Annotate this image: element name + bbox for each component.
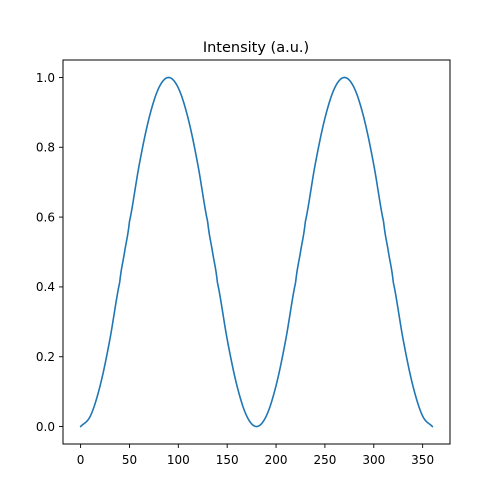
- y-tick-label: 0.2: [36, 350, 55, 364]
- plot-layer: [79, 76, 434, 428]
- x-tick-label: 50: [122, 453, 137, 467]
- y-tick-label: 1.0: [36, 71, 55, 85]
- y-axis-ticks: 0.0 0.2 0.4 0.6 0.8 1.0: [36, 71, 63, 434]
- x-tick-label: 0: [77, 453, 85, 467]
- chart-title: Intensity (a.u.): [203, 40, 309, 56]
- y-tick-label: 0.0: [36, 420, 55, 434]
- plot-frame: [62, 59, 451, 445]
- x-tick-label: 200: [265, 453, 288, 467]
- x-tick-label: 250: [313, 453, 336, 467]
- y-tick-label: 0.4: [36, 280, 55, 294]
- y-tick-label: 0.6: [36, 210, 55, 224]
- x-tick-label: 350: [411, 453, 434, 467]
- x-tick-label: 300: [362, 453, 385, 467]
- x-tick-label: 150: [216, 453, 239, 467]
- y-tick-label: 0.8: [36, 141, 55, 155]
- x-axis-ticks: 0 50 100 150 200 250 300 350: [77, 444, 434, 467]
- x-tick-label: 100: [167, 453, 190, 467]
- series-line: [79, 76, 434, 428]
